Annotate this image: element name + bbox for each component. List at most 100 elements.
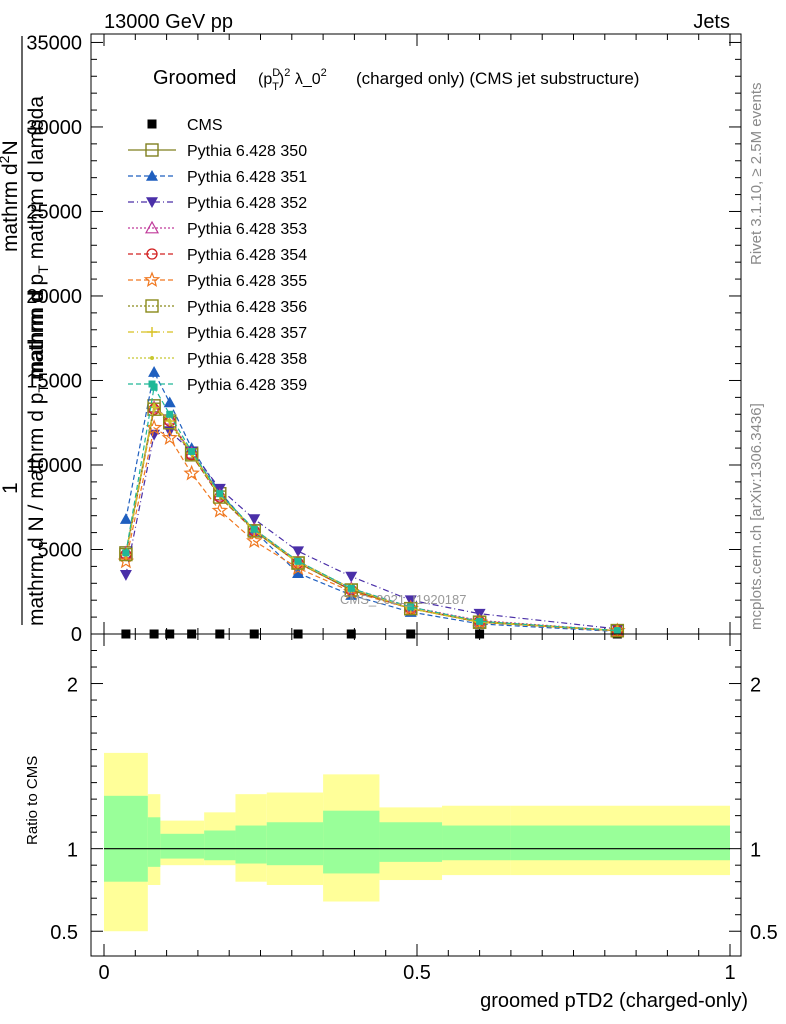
legend-item: Pythia 6.428 354 — [128, 247, 307, 264]
title-suffix: (charged only) (CMS jet substructure) — [356, 69, 639, 88]
legend-marker — [147, 327, 157, 337]
series-line — [125, 408, 618, 632]
y-label-top-numerator: mathrm d2N — [0, 140, 22, 252]
y-label-bottom: mathrm d N / mathrm d pT mathrm d — [25, 290, 51, 626]
y-label-top-denominator: mathrm d pT mathrm d lambda — [25, 96, 51, 380]
main-y-tick-label: 35000 — [26, 32, 82, 54]
legend-label: Pythia 6.428 353 — [187, 221, 307, 238]
legend-item: Pythia 6.428 356 — [128, 299, 307, 316]
data-point — [347, 584, 355, 592]
legend-marker — [145, 299, 159, 313]
legend-marker — [143, 271, 161, 288]
series-line — [125, 430, 618, 630]
header-right: Jets — [693, 11, 730, 33]
data-point — [119, 513, 132, 524]
title-prefix: Groomed — [153, 67, 236, 89]
legend-label: Pythia 6.428 358 — [187, 351, 307, 368]
analysis-watermark: CMS_2021_I1920187 — [340, 592, 467, 607]
legend-marker — [146, 197, 158, 208]
ratio-band-inner — [266, 822, 324, 866]
ratio-y-tick-label: 2 — [67, 675, 78, 697]
series-line — [125, 385, 618, 632]
legend-marker — [146, 170, 158, 181]
x-tick-label: 1 — [724, 962, 735, 984]
ratio-plot-frame — [90, 633, 742, 957]
legend-label: Pythia 6.428 351 — [187, 169, 307, 186]
main-y-tick-label: 25000 — [26, 201, 82, 223]
legend-label: Pythia 6.428 359 — [187, 377, 307, 394]
series-line — [125, 406, 618, 632]
data-point — [292, 567, 305, 578]
data-point — [166, 410, 174, 418]
ratio-band-inner — [323, 810, 380, 874]
legend-label: CMS — [187, 117, 223, 134]
legend-item: Pythia 6.428 359 — [128, 377, 307, 394]
legend-item: Pythia 6.428 353 — [128, 220, 307, 238]
data-point — [183, 464, 200, 481]
ratio-y-tick-label: 1 — [67, 840, 78, 862]
legend-label: Pythia 6.428 350 — [187, 143, 307, 160]
rivet-label: Rivet 3.1.10, ≥ 2.5M events — [748, 83, 765, 266]
series-pythia-6-428-356 — [119, 402, 625, 638]
ratio-band-inner — [379, 822, 443, 862]
legend-marker — [146, 248, 158, 260]
legend-item: Pythia 6.428 358 — [128, 351, 307, 368]
ratio-band-inner — [442, 825, 511, 861]
legend-item: Pythia 6.428 352 — [128, 195, 307, 212]
data-point — [291, 556, 305, 570]
legend-item: CMS — [147, 117, 223, 134]
main-y-tick-label: 0 — [71, 624, 82, 646]
main-y-tick-label: 5000 — [38, 539, 83, 561]
data-point — [122, 549, 130, 557]
main-y-tick-labels: 0 5000 10000 15000 20000 25000 30000 35000 — [26, 32, 82, 646]
legend-item: Pythia 6.428 355 — [128, 271, 307, 290]
ratio-y-tick-label: 0.5 — [50, 922, 78, 944]
legend: CMS Pythia 6.428 350 Pythia 6.428 351 Pythi… — [128, 117, 307, 394]
ratio-band-inner — [104, 795, 148, 882]
title-math: (pD T)2 λ_02 — [258, 67, 327, 93]
main-y-ticks — [91, 34, 741, 635]
legend-marker — [147, 119, 157, 129]
ratio-band-inner — [235, 825, 267, 864]
ratio-y-tick-label-right: 1 — [750, 840, 761, 862]
main-series — [117, 366, 626, 639]
legend-marker — [148, 380, 156, 388]
mcplots-label: mcplots.cern.ch [arXiv:1306.3436] — [748, 403, 765, 630]
legend-label: Pythia 6.428 354 — [187, 247, 307, 264]
plot-title: Groomed (pD T)2 λ_02 (charged only) (CMS … — [153, 67, 639, 93]
data-point — [117, 552, 135, 569]
legend-item: Pythia 6.428 351 — [128, 169, 307, 186]
data-point — [294, 557, 302, 565]
legend-label: Pythia 6.428 355 — [187, 273, 307, 290]
legend-marker — [150, 356, 154, 360]
data-point — [167, 419, 172, 424]
data-point — [188, 447, 196, 455]
data-point — [345, 571, 358, 583]
legend-label: Pythia 6.428 352 — [187, 195, 307, 212]
data-point — [161, 429, 178, 445]
legend-label: Pythia 6.428 356 — [187, 299, 307, 316]
main-y-tick-label: 10000 — [26, 455, 82, 477]
main-y-tick-label: 15000 — [26, 370, 82, 392]
data-point — [152, 403, 157, 408]
data-point — [292, 546, 305, 558]
ratio-band-inner — [147, 817, 161, 867]
legend-marker — [144, 220, 160, 234]
data-point — [613, 627, 621, 635]
data-point — [247, 524, 261, 538]
ratio-y-tick-label-right: 0.5 — [750, 922, 778, 944]
data-point — [404, 601, 418, 616]
legend-marker — [145, 143, 159, 157]
legend-item: Pythia 6.428 357 — [128, 325, 307, 342]
data-point — [148, 366, 161, 377]
main-y-tick-label: 30000 — [26, 117, 82, 139]
series-pythia-6-428-359 — [122, 383, 621, 635]
data-point — [250, 525, 258, 533]
ratio-band-inner — [510, 825, 730, 861]
legend-item: Pythia 6.428 350 — [128, 143, 307, 160]
x-tick-label: 0 — [98, 962, 109, 984]
header-left: 13000 GeV pp — [104, 11, 233, 33]
data-point — [216, 490, 224, 498]
ratio-band-inner — [160, 833, 205, 859]
x-axis-label: groomed pTD2 (charged-only) — [480, 990, 748, 1012]
